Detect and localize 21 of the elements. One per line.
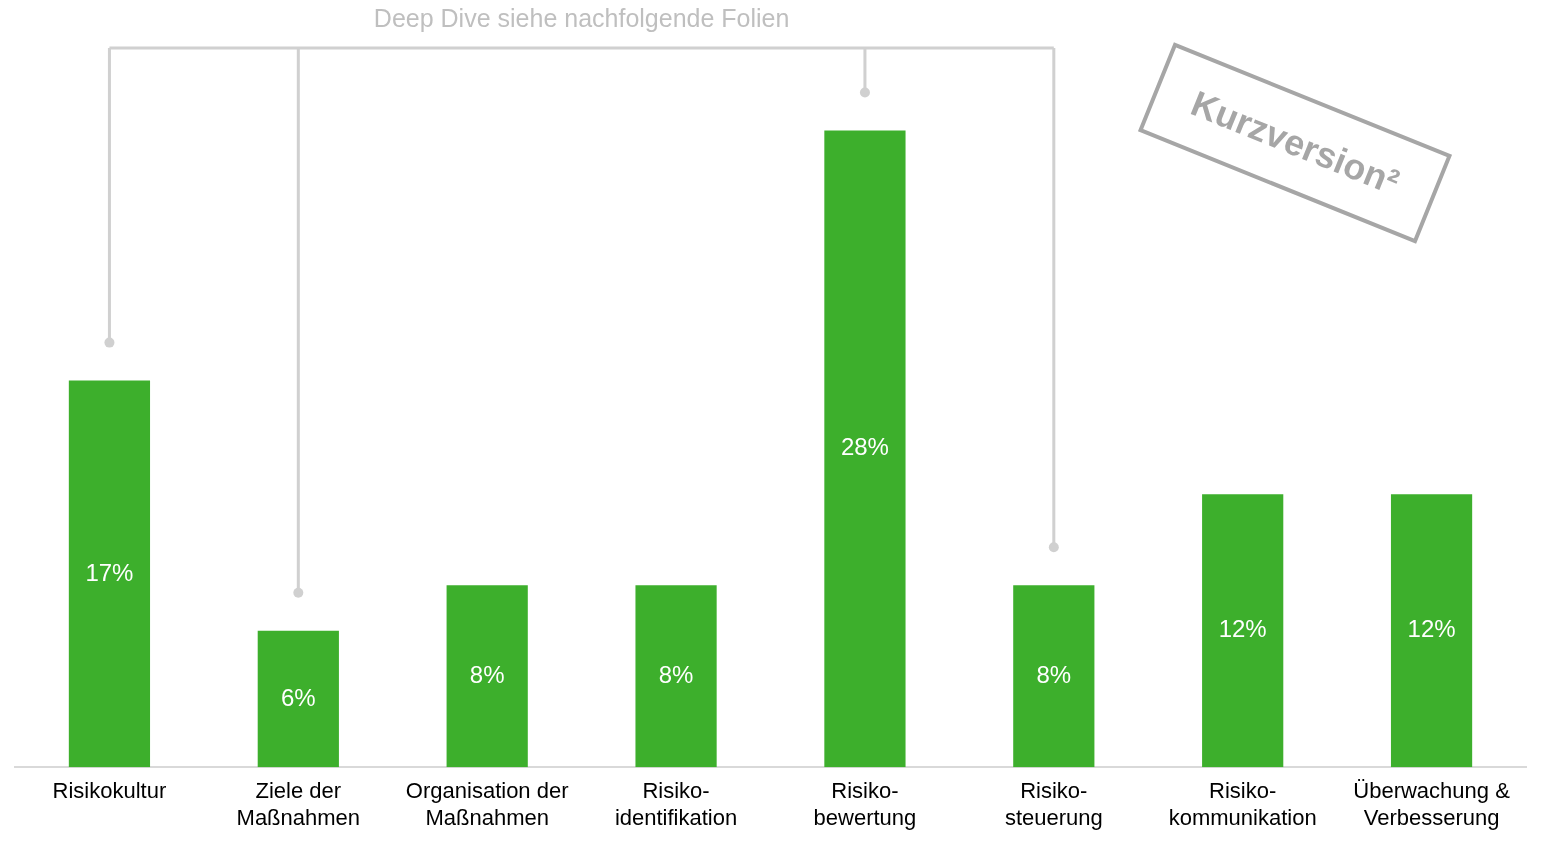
data-label: 12% [1407, 615, 1456, 643]
bar [446, 585, 528, 768]
x-tick-label: Risiko-kommunikation [1168, 778, 1317, 830]
data-label: 8% [658, 660, 694, 688]
data-label: 6% [280, 683, 316, 711]
x-tick-label: Organisation der Maßnahmen [405, 778, 569, 830]
x-tick-label: Überwachung & Verbesserung [1353, 778, 1511, 830]
data-label: 8% [1036, 660, 1072, 688]
bar [257, 630, 339, 768]
bar [1202, 494, 1284, 768]
x-tick-label: Risiko-identifikation [614, 778, 738, 830]
data-label: 12% [1218, 615, 1267, 643]
data-label: 8% [469, 660, 505, 688]
text: Deep Dive siehe nachfolgende Folien [373, 4, 790, 33]
bar [1013, 585, 1095, 768]
x-tick-label: Risiko-steuerung [1004, 778, 1103, 830]
x-tick-label: Ziele der Maßnahmen [236, 778, 361, 830]
bar [635, 585, 717, 768]
bar [1390, 494, 1473, 768]
x-tick-label: Risiko-bewertung [813, 778, 917, 830]
x-tick-label: Risikokultur [52, 778, 167, 804]
